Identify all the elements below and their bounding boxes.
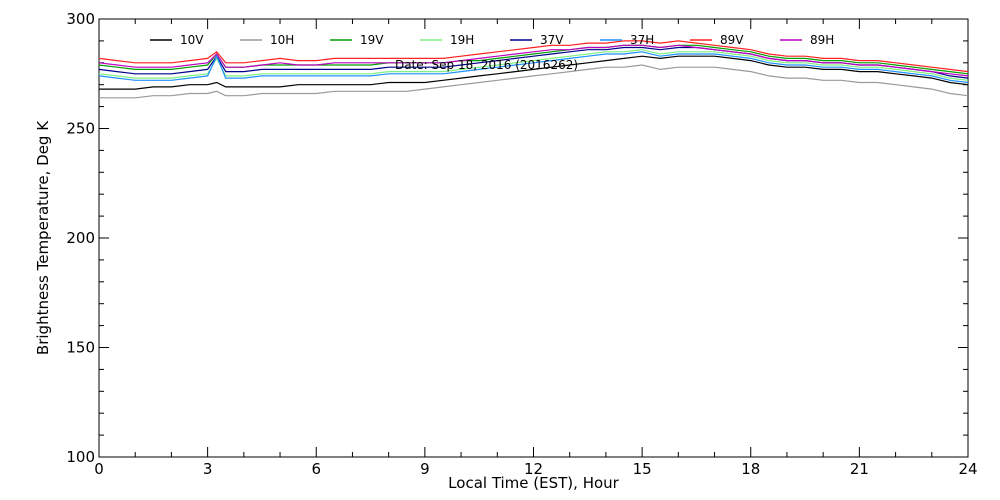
y-tick-label: 300 [66,10,95,28]
x-tick-label: 9 [420,460,430,478]
x-tick-label: 15 [633,460,652,478]
y-tick-label: 150 [66,339,95,357]
x-tick-label: 3 [203,460,213,478]
series-line-89h [98,44,969,77]
y-tick-label: 250 [66,120,95,138]
y-axis-title: Brightness Temperature, Deg K [34,120,52,355]
x-tick-label: 18 [741,460,760,478]
legend: 10V 10H 19V 19H 37V 37H 89V 89H [150,33,834,47]
x-tick-label: 0 [94,460,104,478]
x-tick-label: 12 [524,460,543,478]
y-tick-label: 200 [66,229,95,247]
x-axis: 0 3 6 9 12 15 18 21 24 [94,19,978,478]
plot-border [98,18,969,458]
legend-label-19h: 19H [450,33,474,47]
x-axis-title: Local Time (EST), Hour [448,474,619,492]
y-tick-label: 100 [66,448,95,466]
x-tick-label: 21 [850,460,869,478]
series-lines [98,40,969,99]
series-line-89v [98,40,969,73]
legend-label-37v: 37V [540,33,564,47]
legend-label-89h: 89H [810,33,834,47]
legend-label-10h: 10H [270,33,294,47]
legend-label-10v: 10V [180,33,204,47]
plot-frame [98,18,969,458]
x-tick-label: 24 [958,460,977,478]
series-line-19h [98,49,969,81]
series-line-10h [99,64,969,99]
series-line-10v [99,55,969,90]
legend-label-89v: 89V [720,33,744,47]
x-tick-label: 6 [311,460,321,478]
legend-label-37h: 37H [630,33,654,47]
series-line-37h [98,51,969,84]
date-annotation: Date: Sep 18, 2016 (2016262) [395,58,578,72]
legend-label-19v: 19V [360,33,384,47]
y-axis: 100 150 200 250 300 [66,10,968,466]
